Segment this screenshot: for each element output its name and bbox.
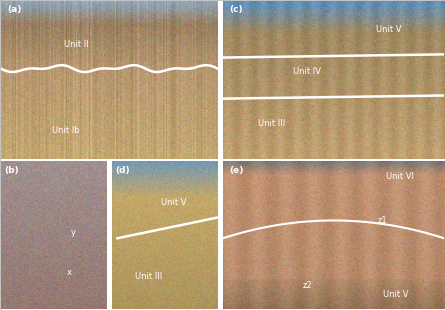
Text: Unit VI: Unit VI <box>386 171 414 180</box>
Text: (a): (a) <box>8 5 22 14</box>
Text: (e): (e) <box>230 166 244 175</box>
Text: Unit III: Unit III <box>258 119 285 128</box>
Text: (d): (d) <box>115 166 130 175</box>
Text: (b): (b) <box>4 166 19 175</box>
Text: Unit V: Unit V <box>376 24 401 33</box>
Text: Unit II: Unit II <box>65 40 89 49</box>
Text: (c): (c) <box>230 5 243 14</box>
Text: Unit V: Unit V <box>161 198 186 207</box>
Text: Unit IV: Unit IV <box>293 67 321 76</box>
Text: Unit Ib: Unit Ib <box>52 126 80 135</box>
Text: x: x <box>67 268 72 277</box>
Text: z2: z2 <box>302 281 312 290</box>
Text: y: y <box>70 228 75 237</box>
Text: Unit III: Unit III <box>135 272 163 281</box>
Text: z1: z1 <box>377 216 387 225</box>
Text: Unit V: Unit V <box>383 290 408 299</box>
